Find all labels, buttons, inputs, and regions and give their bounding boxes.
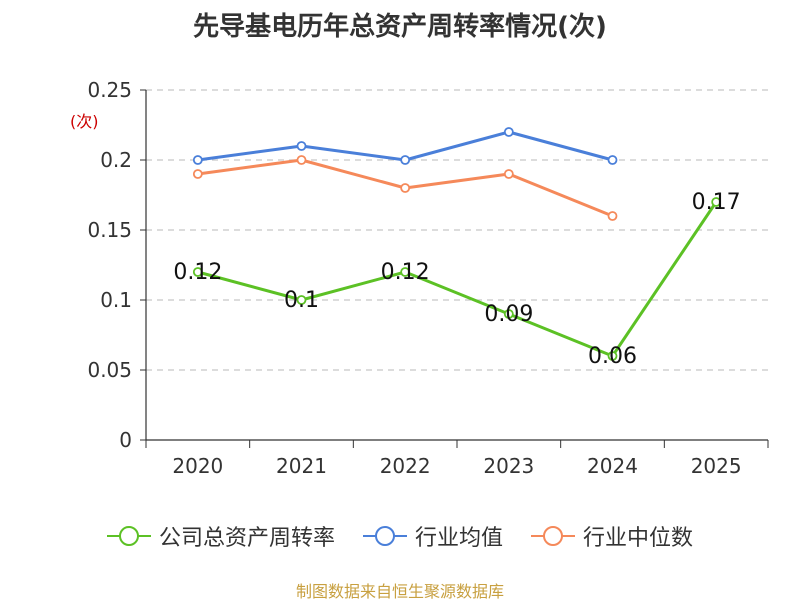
- series-line: [197, 201, 718, 358]
- x-tick-label: 2024: [587, 454, 638, 478]
- data-point: [192, 267, 203, 277]
- data-label: 0.17: [692, 190, 741, 215]
- legend-item-company[interactable]: 公司总资产周转率: [106, 520, 335, 552]
- data-point: [192, 155, 203, 165]
- data-label: 0.12: [381, 260, 430, 285]
- legend-label-industry-mean: 行业均值: [414, 526, 503, 551]
- data-point: [503, 127, 514, 137]
- legend-item-industry-mean[interactable]: 行业均值: [362, 520, 503, 552]
- data-point: [711, 197, 722, 207]
- x-tick-label: 2020: [172, 454, 223, 478]
- y-tick-label: 0.05: [87, 358, 132, 382]
- y-tick-label: 0.2: [100, 148, 132, 172]
- legend-marker-industry-mean: [362, 524, 407, 548]
- data-label: 0.12: [173, 260, 222, 285]
- data-label: 0.09: [484, 302, 533, 327]
- data-point: [503, 169, 514, 179]
- legend-marker-company: [106, 524, 151, 548]
- data-point: [503, 309, 514, 319]
- x-tick-label: 2023: [483, 454, 534, 478]
- data-label: 0.1: [284, 288, 319, 313]
- data-point: [607, 155, 618, 165]
- legend-label-industry-median: 行业中位数: [583, 526, 694, 551]
- chart-title: 先导基电历年总资产周转率情况(次): [193, 12, 607, 42]
- x-tick-label: 2022: [380, 454, 431, 478]
- y-tick-label: 0.1: [100, 288, 132, 312]
- data-point: [607, 211, 618, 221]
- y-tick-label: 0.15: [87, 218, 132, 242]
- data-source: 制图数据来自恒生聚源数据库: [295, 582, 504, 601]
- y-axis-label: (次): [70, 112, 99, 131]
- legend-marker-industry-median: [531, 524, 575, 548]
- data-point: [400, 183, 411, 193]
- data-point: [192, 169, 203, 179]
- data-label: 0.06: [588, 344, 637, 369]
- y-tick-label: 0: [119, 428, 132, 452]
- legend-item-industry-median[interactable]: 行业中位数: [531, 520, 693, 552]
- data-point: [607, 351, 618, 361]
- data-point: [296, 295, 307, 305]
- y-tick-label: 0.25: [87, 78, 132, 102]
- data-point: [296, 141, 307, 151]
- data-point: [400, 267, 411, 277]
- x-tick-label: 2025: [691, 454, 742, 478]
- data-point: [296, 155, 307, 165]
- legend-label-company: 公司总资产周转率: [158, 526, 335, 551]
- x-tick-label: 2021: [276, 454, 327, 478]
- legend: 公司总资产周转率 行业均值 行业中位数: [0, 520, 800, 552]
- data-point: [400, 155, 411, 165]
